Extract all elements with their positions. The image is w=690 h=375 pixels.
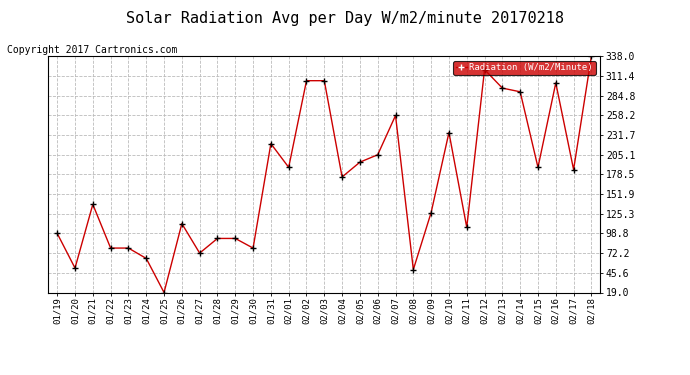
Text: Solar Radiation Avg per Day W/m2/minute 20170218: Solar Radiation Avg per Day W/m2/minute … [126, 11, 564, 26]
Text: Copyright 2017 Cartronics.com: Copyright 2017 Cartronics.com [7, 45, 177, 55]
Legend: Radiation (W/m2/Minute): Radiation (W/m2/Minute) [453, 61, 595, 75]
